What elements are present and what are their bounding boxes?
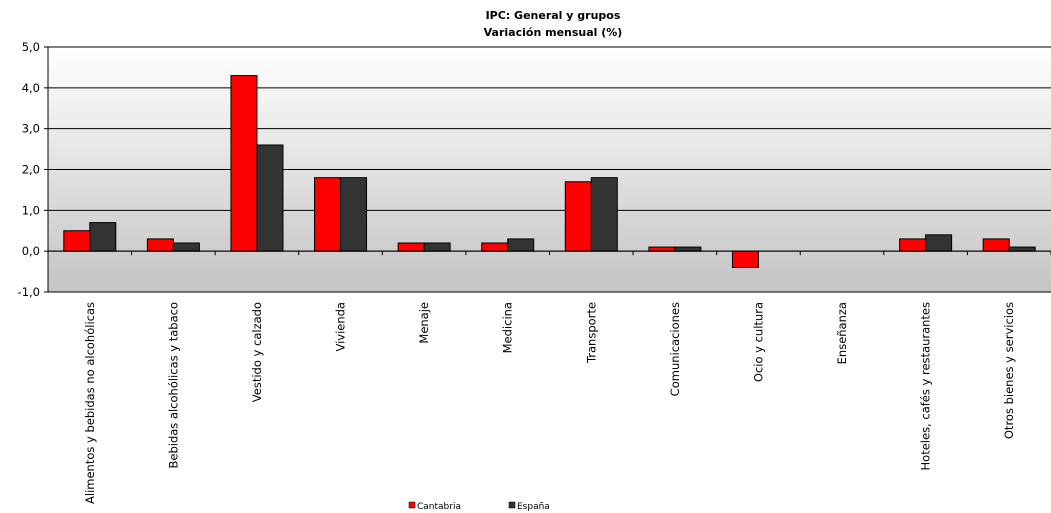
category-label: Vestido y calzado [250,302,264,402]
legend-swatch [408,501,416,509]
y-tick-label: 4,0 [22,81,40,95]
bar-espaa [89,222,117,252]
y-tick-label: -1,0 [18,285,40,299]
y-tick-label: 3,0 [22,122,40,136]
chart-subtitle: Variación mensual (%) [484,26,623,39]
category-label: Bebidas alcohólicas y tabaco [166,302,180,469]
category-label: Enseñanza [835,302,849,364]
y-tick-label: 5,0 [22,40,40,54]
bar-cantabria [564,181,592,252]
bar-cantabria [731,250,759,269]
legend-label: Cantabria [417,502,461,512]
y-tick-label: 0,0 [22,244,40,258]
category-labels: Alimentos y bebidas no alcohólicas Bebida… [83,302,1016,504]
category-label: Alimentos y bebidas no alcohólicas [83,302,97,504]
y-tick-label: 1,0 [22,203,40,217]
bar-espaa [925,234,953,252]
bar-espaa [507,238,535,252]
category-label: Medicina [501,302,515,353]
y-tick-label: 2,0 [22,163,40,177]
category-label: Menaje [417,302,431,344]
legend-label: España [517,502,550,512]
bar-espaa [590,177,618,252]
legend-swatch [508,501,516,509]
tick-labels: -1,0 0,0 1,0 2,0 3,0 4,0 5,0 [18,40,40,299]
axes [47,47,1051,292]
bar-cantabria [397,242,425,252]
legend: Cantabria España [408,501,550,512]
bar-espaa [674,246,702,252]
chart-title: IPC: General y grupos [486,9,621,22]
bar-cantabria [982,238,1010,252]
bar-espaa [1008,246,1036,252]
category-label: Vivienda [334,302,348,352]
category-label: Comunicaciones [668,302,682,396]
bar-cantabria [146,238,174,252]
bar-cantabria [314,177,342,252]
bar-espaa [423,242,451,252]
category-label: Ocio y cultura [751,302,765,382]
bar-espaa [256,144,284,252]
category-label: Hoteles, cafés y restaurantes [919,302,933,470]
bar-cantabria [481,242,509,252]
bar-cantabria [63,230,91,252]
category-label: Otros bienes y servicios [1002,302,1016,439]
bar-cantabria [899,238,927,252]
category-label: Transporte [584,302,598,364]
bar-cantabria [230,75,258,252]
bar-cantabria [648,246,676,252]
bar-espaa [172,242,200,252]
bar-espaa [340,177,368,252]
